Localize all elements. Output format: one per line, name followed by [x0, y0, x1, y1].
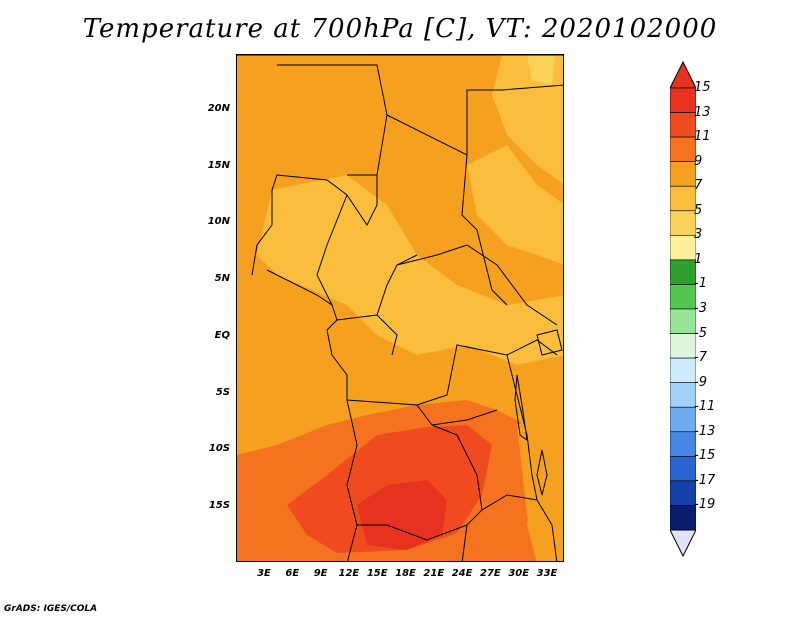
field-7-9-north: [492, 55, 563, 184]
footer-credit: GrADS: IGES/COLA: [4, 604, 98, 614]
colorbar-label: 3: [694, 227, 703, 243]
latitude-label: 5S: [215, 386, 230, 398]
colorbar-segment: [670, 259, 696, 285]
colorbar-label: -13: [694, 423, 716, 439]
colorbar-blocks: [670, 87, 696, 531]
colorbar-segment: [670, 185, 696, 212]
colorbar-segment: [670, 333, 696, 359]
colorbar-segment: [670, 357, 696, 383]
country-borders: [237, 55, 563, 561]
colorbar-label: -7: [694, 350, 707, 366]
colorbar-label: 13: [694, 104, 711, 120]
colorbar-segment: [670, 210, 696, 236]
colorbar-label: 5: [694, 202, 703, 218]
colorbar-segment: [670, 235, 696, 261]
colorbar-label: 1: [694, 251, 703, 267]
colorbar-segment: [670, 505, 696, 531]
colorbar-under-arrow: [670, 529, 696, 558]
colorbar-label: 9: [694, 153, 703, 169]
latitude-label: 10S: [208, 443, 230, 455]
field-5-7-patch: [527, 55, 555, 85]
colorbar-label: 11: [694, 129, 711, 145]
colorbar-segment: [670, 161, 696, 187]
colorbar-label: -1: [694, 276, 707, 292]
colorbar-label: -17: [694, 472, 716, 488]
map-title: Temperature at 700hPa [C], VT: 202010200…: [82, 14, 718, 44]
longitude-label: 6E: [285, 568, 300, 579]
colorbar-segment: [670, 456, 696, 482]
latitude-label: 15N: [207, 159, 230, 171]
colorbar-segment: [670, 112, 696, 138]
lake-tanganyika: [514, 374, 528, 442]
colorbar-segment: [670, 87, 696, 113]
latitude-label: 5N: [214, 273, 230, 285]
longitude-label: 33E: [536, 568, 558, 579]
field-7-9-sahel: [257, 175, 563, 365]
field-11-13-west: [237, 425, 397, 485]
longitude-label: 18E: [395, 568, 416, 579]
field-15-plus: [357, 480, 447, 550]
longitude-label: 30E: [508, 568, 530, 579]
longitude-label: 27E: [480, 568, 501, 579]
colorbar-label: -5: [694, 325, 707, 341]
colorbar-segment: [670, 308, 696, 334]
colorbar-segment: [670, 480, 696, 506]
longitude-label: 21E: [423, 568, 445, 579]
longitude-label: 24E: [451, 568, 473, 579]
field-7-9-east: [467, 145, 563, 265]
latitude-label: 20N: [207, 103, 230, 114]
colorbar-segment: [670, 431, 696, 457]
colorbar-segment: [670, 136, 696, 162]
latitude-label: 10N: [207, 216, 230, 228]
latitude-label: EQ: [214, 329, 230, 341]
colorbar-segment: [670, 382, 696, 408]
longitude-label: 3E: [257, 568, 271, 579]
colorbar-segment: [670, 406, 696, 433]
colorbar-label: -19: [694, 497, 716, 513]
longitude-label: 9E: [313, 568, 328, 579]
colorbar-segment: [670, 284, 696, 310]
colorbar-label: -11: [694, 399, 716, 415]
longitude-label: 15E: [366, 568, 388, 579]
longitude-label: 12E: [338, 568, 360, 579]
lake-malawi: [536, 449, 548, 496]
colorbar-label: -15: [694, 448, 716, 464]
colorbar-label: -9: [694, 374, 707, 390]
lake-victoria: [536, 329, 563, 356]
colorbar-label: 7: [694, 178, 703, 194]
latitude-label: 15S: [208, 499, 230, 511]
colorbar-over-arrow: [670, 60, 696, 89]
colorbar-label: -3: [694, 301, 707, 316]
temperature-map: [236, 54, 564, 562]
colorbar-svg: [670, 60, 696, 558]
colorbar-label: 15: [694, 80, 711, 95]
